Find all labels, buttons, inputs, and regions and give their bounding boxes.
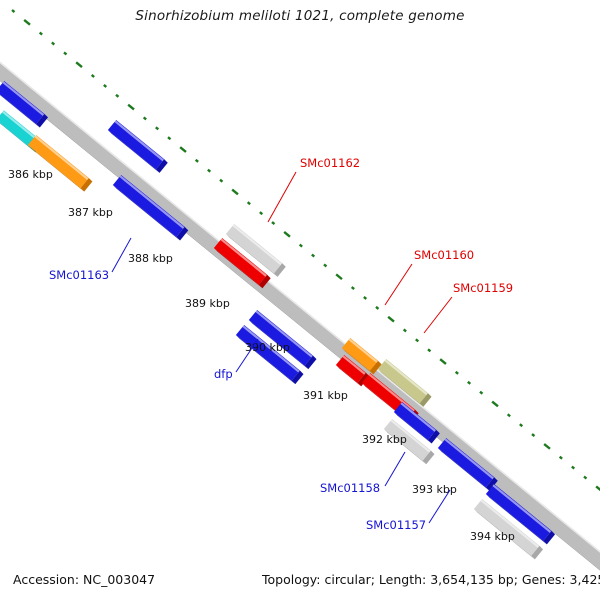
ruler-tick-6: 392 kbp <box>362 433 407 446</box>
gene-label-SMc01159[interactable]: SMc01159 <box>453 281 513 295</box>
ruler-tick-2: 388 kbp <box>128 252 173 265</box>
gene-name-labels[interactable]: SMc01163 dfp SMc01158 SMc01157 SMc01162 SMc01… <box>49 156 513 532</box>
gene-blue-5[interactable] <box>235 324 304 385</box>
gene-blue-8[interactable] <box>485 483 556 545</box>
leader-line-SMc01163 <box>111 237 132 273</box>
page-title: Sinorhizobium meliloti 1021, complete ge… <box>135 8 465 24</box>
leader-line-SMc01158 <box>384 451 406 487</box>
accession-text: Accession: NC_003047 <box>13 572 156 587</box>
dotted-guide-line <box>11 9 600 492</box>
leader-line-SMc01157 <box>428 489 451 524</box>
ruler-tick-3: 389 kbp <box>185 297 230 310</box>
gene-blue-2[interactable] <box>107 119 168 173</box>
gene-gray-2[interactable] <box>383 418 435 465</box>
gene-orange-1[interactable] <box>27 134 93 192</box>
ruler-tick-0: 386 kbp <box>8 168 53 181</box>
gene-label-SMc01162[interactable]: SMc01162 <box>300 156 360 170</box>
genome-summary-text: Topology: circular; Length: 3,654,135 bp… <box>262 572 600 587</box>
leader-line-SMc01160 <box>384 263 413 306</box>
gene-label-dfp[interactable]: dfp <box>214 367 233 381</box>
gene-blue-1[interactable] <box>0 80 49 128</box>
leader-line-SMc01159 <box>423 296 453 334</box>
gene-label-SMc01160[interactable]: SMc01160 <box>414 248 474 262</box>
gene-label-SMc01157[interactable]: SMc01157 <box>366 518 426 532</box>
gene-gray-1[interactable] <box>225 223 286 277</box>
ruler-tick-1: 387 kbp <box>68 206 113 219</box>
gene-blue-6[interactable] <box>393 401 440 444</box>
leader-line-SMc01162 <box>267 171 297 223</box>
gene-khaki-1[interactable] <box>377 358 432 407</box>
ruler-tick-5: 391 kbp <box>303 389 348 402</box>
leader-line-dfp <box>235 338 259 373</box>
gene-red-2[interactable] <box>335 354 370 387</box>
gene-label-SMc01163[interactable]: SMc01163 <box>49 268 109 282</box>
ruler-tick-8: 394 kbp <box>470 530 515 543</box>
ruler-tick-7: 393 kbp <box>412 483 457 496</box>
ruler-tick-labels: 386 kbp 387 kbp 388 kbp 389 kbp 390 kbp 391 k… <box>8 168 515 543</box>
gene-orange-2[interactable] <box>341 337 382 375</box>
gene-blue-4[interactable] <box>248 309 317 370</box>
gene-label-SMc01158[interactable]: SMc01158 <box>320 481 380 495</box>
label-leader-lines <box>111 171 453 524</box>
gene-red-1[interactable] <box>213 237 271 289</box>
gene-features[interactable] <box>0 80 556 560</box>
ruler-tick-4: 390 kbp <box>245 341 290 354</box>
gene-gray-3[interactable] <box>473 498 544 560</box>
gene-blue-3[interactable] <box>112 174 189 241</box>
gene-blue-7[interactable] <box>437 437 498 491</box>
